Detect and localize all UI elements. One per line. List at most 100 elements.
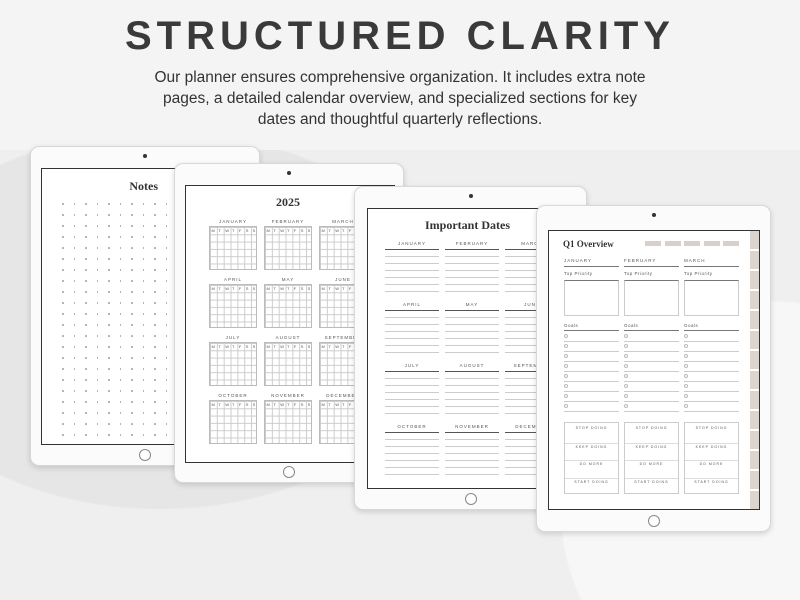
goal-checkbox[interactable] bbox=[564, 354, 568, 358]
side-tab[interactable] bbox=[750, 271, 759, 290]
divider bbox=[624, 330, 679, 331]
reflection-box: STOP DOING KEEP DOING DO MORE START DOING bbox=[624, 422, 679, 494]
side-tab[interactable] bbox=[750, 291, 759, 310]
side-tab[interactable] bbox=[750, 371, 759, 390]
weekday-label: W bbox=[335, 285, 339, 291]
goal-checkbox[interactable] bbox=[564, 374, 568, 378]
entry-line bbox=[385, 474, 439, 475]
dot-grid-dot bbox=[73, 335, 75, 337]
weekday-label: S bbox=[252, 285, 256, 291]
top-priority-box[interactable] bbox=[684, 280, 739, 316]
home-button[interactable] bbox=[647, 515, 660, 527]
header-tab[interactable] bbox=[664, 241, 681, 246]
dot-grid-dot bbox=[85, 291, 87, 293]
side-tab[interactable] bbox=[750, 411, 759, 430]
dot-grid-dot bbox=[62, 390, 64, 392]
weekday-label: W bbox=[280, 343, 284, 349]
dot-grid-dot bbox=[142, 368, 144, 370]
goal-checkbox[interactable] bbox=[684, 384, 688, 388]
dot-grid-dot bbox=[119, 423, 121, 425]
side-tab[interactable] bbox=[750, 451, 759, 470]
goal-checkbox[interactable] bbox=[624, 334, 628, 338]
entry-line bbox=[385, 406, 439, 407]
weekday-label: T bbox=[218, 401, 221, 407]
dot-grid-dot bbox=[62, 225, 64, 227]
side-tab[interactable] bbox=[750, 331, 759, 350]
header-tab[interactable] bbox=[684, 241, 700, 246]
side-tab[interactable] bbox=[750, 351, 759, 370]
side-tab[interactable] bbox=[750, 431, 759, 450]
weekday-label: T bbox=[273, 343, 276, 349]
side-tab[interactable] bbox=[750, 491, 759, 509]
goal-checkbox[interactable] bbox=[624, 394, 628, 398]
goal-checkbox[interactable] bbox=[624, 354, 628, 358]
goal-checkbox[interactable] bbox=[624, 404, 628, 408]
goal-checkbox[interactable] bbox=[684, 374, 688, 378]
weekday-label: F bbox=[293, 343, 297, 349]
side-tab[interactable] bbox=[750, 231, 759, 250]
weekday-label: T bbox=[232, 227, 235, 233]
weekday-label: T bbox=[287, 285, 290, 291]
entry-line bbox=[505, 399, 559, 400]
goal-checkbox[interactable] bbox=[624, 374, 628, 378]
goal-line bbox=[564, 341, 619, 342]
goal-checkbox[interactable] bbox=[564, 404, 568, 408]
dot-grid-dot bbox=[119, 302, 121, 304]
goal-line bbox=[624, 391, 679, 392]
dot-grid-dot bbox=[85, 434, 87, 436]
dot-grid-dot bbox=[165, 423, 167, 425]
dot-grid-dot bbox=[108, 269, 110, 271]
entry-line bbox=[385, 371, 439, 372]
home-button[interactable] bbox=[283, 466, 295, 478]
goal-line bbox=[564, 391, 619, 392]
dot-grid-dot bbox=[142, 302, 144, 304]
home-button[interactable] bbox=[139, 449, 151, 461]
goal-checkbox[interactable] bbox=[684, 364, 688, 368]
dot-grid-dot bbox=[85, 423, 87, 425]
weekday-label: M bbox=[266, 343, 270, 349]
dot-grid-dot bbox=[73, 368, 75, 370]
goal-line bbox=[624, 351, 679, 352]
header-tab[interactable] bbox=[703, 241, 720, 246]
goal-checkbox[interactable] bbox=[624, 364, 628, 368]
side-tab[interactable] bbox=[750, 251, 759, 270]
goal-checkbox[interactable] bbox=[564, 334, 568, 338]
divider bbox=[564, 266, 619, 267]
weekday-label: T bbox=[328, 227, 331, 233]
goal-checkbox[interactable] bbox=[684, 404, 688, 408]
goal-checkbox[interactable] bbox=[564, 394, 568, 398]
goal-checkbox[interactable] bbox=[624, 344, 628, 348]
entry-line bbox=[505, 392, 559, 393]
goal-checkbox[interactable] bbox=[564, 364, 568, 368]
goal-checkbox[interactable] bbox=[564, 384, 568, 388]
dot-grid-dot bbox=[142, 401, 144, 403]
entry-line bbox=[385, 324, 439, 325]
goal-checkbox[interactable] bbox=[564, 344, 568, 348]
weekday-label: F bbox=[238, 343, 242, 349]
side-tab[interactable] bbox=[750, 391, 759, 410]
goal-checkbox[interactable] bbox=[624, 384, 628, 388]
reflection-label: STOP DOING bbox=[695, 426, 728, 430]
top-priority-box[interactable] bbox=[564, 280, 619, 316]
dot-grid-dot bbox=[119, 247, 121, 249]
header-tab[interactable] bbox=[645, 241, 661, 246]
top-priority-box[interactable] bbox=[624, 280, 679, 316]
weekday-label: M bbox=[211, 285, 215, 291]
dot-grid-dot bbox=[154, 423, 156, 425]
entry-line bbox=[445, 446, 499, 447]
month-label: JANUARY bbox=[398, 241, 426, 246]
goal-checkbox[interactable] bbox=[684, 394, 688, 398]
side-tab[interactable] bbox=[750, 311, 759, 330]
header-tab[interactable] bbox=[723, 241, 739, 246]
weekday-label: S bbox=[300, 285, 304, 291]
goal-checkbox[interactable] bbox=[684, 354, 688, 358]
entry-line bbox=[445, 413, 499, 414]
home-button[interactable] bbox=[464, 493, 477, 505]
dot-grid-dot bbox=[142, 379, 144, 381]
side-tab[interactable] bbox=[750, 471, 759, 490]
dot-grid-dot bbox=[96, 401, 98, 403]
goal-checkbox[interactable] bbox=[684, 344, 688, 348]
goal-checkbox[interactable] bbox=[684, 334, 688, 338]
